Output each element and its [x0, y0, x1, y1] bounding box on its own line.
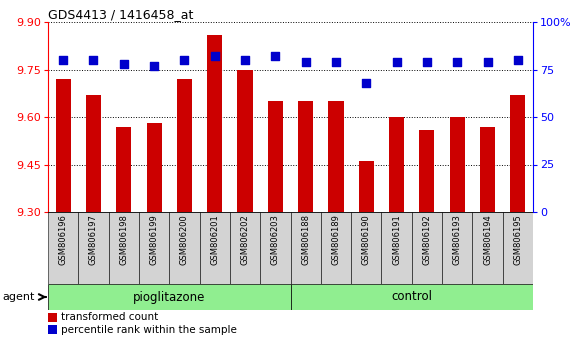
Text: pioglitazone: pioglitazone — [133, 291, 206, 303]
Bar — [147, 123, 162, 212]
Bar — [230, 212, 260, 284]
Bar — [260, 212, 291, 284]
Bar — [86, 95, 101, 212]
Text: GSM806194: GSM806194 — [483, 214, 492, 265]
Bar — [291, 284, 533, 310]
Point — [361, 80, 371, 86]
Bar — [116, 126, 131, 212]
Bar — [238, 69, 252, 212]
Bar — [449, 117, 465, 212]
Point — [180, 57, 189, 63]
Bar — [381, 212, 412, 284]
Bar — [480, 126, 495, 212]
Point — [150, 63, 159, 69]
Bar — [169, 212, 199, 284]
Point — [301, 59, 310, 65]
Point — [331, 59, 340, 65]
Bar — [139, 212, 169, 284]
Point — [483, 59, 492, 65]
Bar — [472, 212, 502, 284]
Text: GSM806195: GSM806195 — [513, 214, 522, 265]
Text: GSM806193: GSM806193 — [453, 214, 462, 265]
Text: GSM806189: GSM806189 — [332, 214, 340, 265]
Bar — [108, 212, 139, 284]
Point — [271, 53, 280, 59]
Text: GSM806202: GSM806202 — [240, 214, 250, 265]
Bar — [48, 212, 78, 284]
Text: control: control — [391, 291, 432, 303]
Bar — [177, 79, 192, 212]
Bar — [199, 212, 230, 284]
Text: GSM806191: GSM806191 — [392, 214, 401, 265]
Bar — [48, 284, 291, 310]
Point — [240, 57, 250, 63]
Point — [423, 59, 432, 65]
Bar — [55, 79, 71, 212]
Text: transformed count: transformed count — [61, 312, 158, 322]
Bar — [419, 130, 435, 212]
Bar — [412, 212, 442, 284]
Text: agent: agent — [3, 292, 35, 302]
Point — [210, 53, 219, 59]
Point — [513, 57, 522, 63]
Bar — [389, 117, 404, 212]
Bar — [207, 35, 222, 212]
Point — [119, 61, 128, 67]
Text: GSM806196: GSM806196 — [59, 214, 67, 265]
Bar — [442, 212, 472, 284]
Text: GSM806201: GSM806201 — [210, 214, 219, 265]
Text: GSM806200: GSM806200 — [180, 214, 189, 265]
Text: GSM806197: GSM806197 — [89, 214, 98, 265]
Bar — [291, 212, 321, 284]
Text: GSM806203: GSM806203 — [271, 214, 280, 265]
Bar — [78, 212, 108, 284]
Bar — [268, 101, 283, 212]
Bar — [510, 95, 525, 212]
Bar — [359, 161, 374, 212]
Point — [59, 57, 68, 63]
Text: GSM806188: GSM806188 — [301, 214, 310, 265]
Bar — [321, 212, 351, 284]
Bar — [502, 212, 533, 284]
Text: GDS4413 / 1416458_at: GDS4413 / 1416458_at — [48, 8, 194, 21]
Text: GSM806198: GSM806198 — [119, 214, 128, 265]
Bar — [328, 101, 344, 212]
Text: GSM806199: GSM806199 — [150, 214, 159, 265]
Bar — [298, 101, 313, 212]
Point — [392, 59, 401, 65]
Text: percentile rank within the sample: percentile rank within the sample — [61, 325, 236, 335]
Bar — [351, 212, 381, 284]
Point — [89, 57, 98, 63]
Text: GSM806192: GSM806192 — [423, 214, 432, 265]
Text: GSM806190: GSM806190 — [362, 214, 371, 265]
Point — [453, 59, 462, 65]
